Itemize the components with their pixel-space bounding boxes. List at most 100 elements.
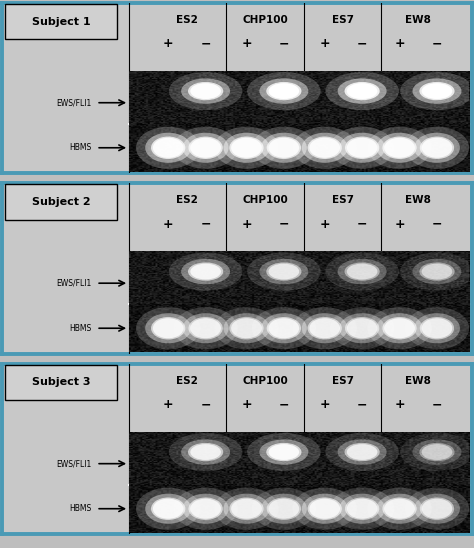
Ellipse shape: [376, 313, 422, 343]
Ellipse shape: [136, 307, 201, 349]
Text: EWS/FLI1: EWS/FLI1: [56, 279, 91, 288]
Ellipse shape: [214, 488, 279, 530]
Ellipse shape: [414, 313, 460, 343]
Text: +: +: [163, 218, 173, 231]
Ellipse shape: [261, 133, 307, 163]
Ellipse shape: [169, 72, 242, 110]
Text: −: −: [279, 398, 289, 411]
Ellipse shape: [173, 307, 238, 349]
Ellipse shape: [376, 133, 422, 163]
Text: EW8: EW8: [405, 376, 431, 386]
Ellipse shape: [189, 498, 223, 520]
Ellipse shape: [302, 494, 347, 524]
Ellipse shape: [347, 138, 377, 158]
Text: ES2: ES2: [176, 15, 198, 25]
Ellipse shape: [339, 133, 385, 163]
Ellipse shape: [384, 318, 415, 338]
Ellipse shape: [383, 498, 417, 520]
Ellipse shape: [145, 133, 191, 163]
Ellipse shape: [412, 259, 462, 284]
Text: EW8: EW8: [405, 15, 431, 25]
Ellipse shape: [269, 264, 299, 279]
Ellipse shape: [376, 494, 422, 524]
Ellipse shape: [190, 138, 221, 158]
Ellipse shape: [247, 433, 320, 471]
Text: +: +: [241, 398, 252, 411]
Ellipse shape: [259, 259, 309, 284]
Ellipse shape: [229, 136, 264, 159]
Ellipse shape: [345, 136, 379, 159]
Ellipse shape: [190, 318, 221, 338]
Ellipse shape: [231, 138, 262, 158]
Ellipse shape: [266, 443, 301, 461]
Ellipse shape: [422, 499, 452, 519]
Ellipse shape: [420, 498, 454, 520]
Ellipse shape: [405, 307, 469, 349]
Ellipse shape: [247, 72, 320, 110]
Ellipse shape: [422, 444, 452, 460]
Ellipse shape: [419, 262, 455, 281]
Ellipse shape: [247, 253, 320, 290]
Text: +: +: [163, 37, 173, 50]
FancyBboxPatch shape: [5, 364, 118, 401]
Text: CHP100: CHP100: [242, 376, 288, 386]
Ellipse shape: [310, 318, 340, 338]
Ellipse shape: [383, 136, 417, 159]
Ellipse shape: [412, 78, 462, 104]
Text: ES7: ES7: [332, 376, 355, 386]
Ellipse shape: [339, 313, 385, 343]
Ellipse shape: [261, 494, 307, 524]
Ellipse shape: [384, 138, 415, 158]
Ellipse shape: [292, 307, 357, 349]
Ellipse shape: [310, 138, 340, 158]
Ellipse shape: [223, 494, 269, 524]
Ellipse shape: [400, 253, 474, 290]
Ellipse shape: [223, 313, 269, 343]
Ellipse shape: [229, 498, 264, 520]
Ellipse shape: [367, 488, 432, 530]
Ellipse shape: [153, 318, 183, 338]
Ellipse shape: [229, 317, 264, 339]
Ellipse shape: [182, 494, 228, 524]
Text: ES2: ES2: [176, 195, 198, 206]
Ellipse shape: [190, 444, 221, 460]
Ellipse shape: [308, 317, 342, 339]
Text: Subject 1: Subject 1: [32, 16, 91, 26]
FancyBboxPatch shape: [5, 184, 118, 220]
Text: EWS/FLI1: EWS/FLI1: [56, 98, 91, 107]
FancyBboxPatch shape: [5, 4, 118, 39]
Text: −: −: [432, 218, 442, 231]
Ellipse shape: [182, 133, 228, 163]
Ellipse shape: [308, 136, 342, 159]
Ellipse shape: [420, 317, 454, 339]
Ellipse shape: [330, 127, 394, 169]
Ellipse shape: [181, 259, 230, 284]
Text: HBMS: HBMS: [69, 504, 91, 513]
Text: +: +: [394, 37, 405, 50]
Text: −: −: [432, 398, 442, 411]
Ellipse shape: [347, 444, 377, 460]
Ellipse shape: [269, 83, 299, 99]
Ellipse shape: [153, 499, 183, 519]
Ellipse shape: [269, 444, 299, 460]
Ellipse shape: [269, 499, 299, 519]
Ellipse shape: [145, 313, 191, 343]
Ellipse shape: [405, 127, 469, 169]
Text: −: −: [432, 37, 442, 50]
Ellipse shape: [188, 443, 223, 461]
Ellipse shape: [169, 433, 242, 471]
Ellipse shape: [214, 307, 279, 349]
Ellipse shape: [189, 136, 223, 159]
Text: HBMS: HBMS: [69, 324, 91, 333]
Ellipse shape: [337, 439, 387, 465]
Ellipse shape: [151, 317, 185, 339]
Ellipse shape: [136, 488, 201, 530]
Ellipse shape: [422, 264, 452, 279]
Ellipse shape: [337, 259, 387, 284]
Ellipse shape: [190, 264, 221, 279]
Ellipse shape: [414, 133, 460, 163]
Ellipse shape: [181, 78, 230, 104]
Ellipse shape: [420, 136, 454, 159]
Ellipse shape: [252, 307, 316, 349]
Text: +: +: [394, 398, 405, 411]
